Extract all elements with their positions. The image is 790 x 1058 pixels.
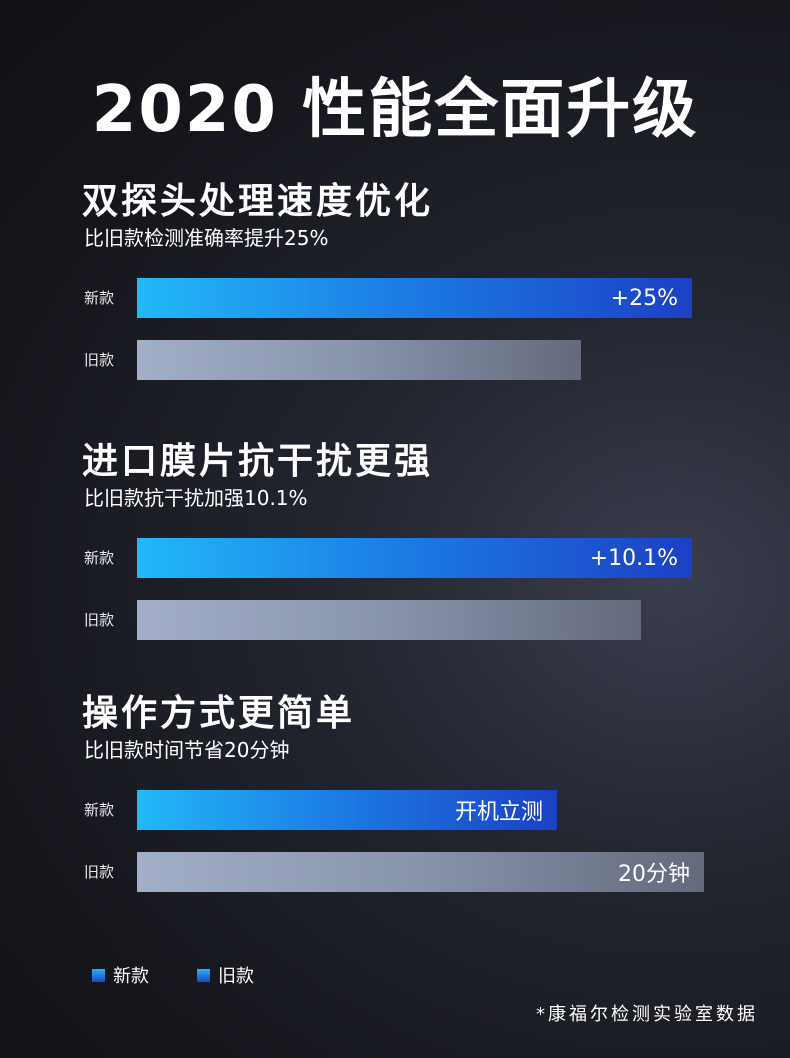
category-label-new: 新款 [84,289,115,307]
section-subtitle: 比旧款时间节省20分钟 [84,738,290,762]
category-label-old: 旧款 [84,611,115,629]
section-title: 操作方式更简单 [82,693,356,734]
legend: 新款 旧款 [92,962,302,988]
bar-old [137,340,581,380]
bar-value-label: +10.1% [589,545,678,571]
bar-value-label: 20分钟 [618,862,690,887]
section-title: 进口膜片抗干扰更强 [82,441,434,482]
category-label-new: 新款 [84,801,115,819]
footnote: *康福尔检测实验室数据 [536,1004,758,1025]
legend-swatch-icon [197,968,210,982]
bar-new: 开机立测 [137,790,557,830]
bar-new: +25% [137,278,692,318]
section-subtitle: 比旧款检测准确率提升25% [84,226,329,250]
legend-label: 旧款 [218,966,254,987]
bar-new: +10.1% [137,538,692,578]
bar-value-label: 开机立测 [454,800,543,825]
legend-item-old: 旧款 [197,962,254,988]
chart-section-3: 操作方式更简单 比旧款时间节省20分钟 新款 开机立测 旧款 20分钟 [0,684,790,904]
category-label-old: 旧款 [84,351,115,369]
page-title: 2020 性能全面升级 [91,73,699,147]
legend-item-new: 新款 [92,962,149,988]
legend-label: 新款 [113,966,149,987]
category-label-old: 旧款 [84,863,115,881]
section-title: 双探头处理速度优化 [82,181,434,222]
section-subtitle: 比旧款抗干扰加强10.1% [84,486,308,510]
bar-old: 20分钟 [137,852,704,892]
chart-section-1: 双探头处理速度优化 比旧款检测准确率提升25% 新款 +25% 旧款 [0,172,790,392]
chart-section-2: 进口膜片抗干扰更强 比旧款抗干扰加强10.1% 新款 +10.1% 旧款 [0,432,790,652]
bar-old [137,600,641,640]
bar-value-label: +25% [610,285,678,311]
legend-swatch-icon [92,968,105,982]
category-label-new: 新款 [84,549,115,567]
